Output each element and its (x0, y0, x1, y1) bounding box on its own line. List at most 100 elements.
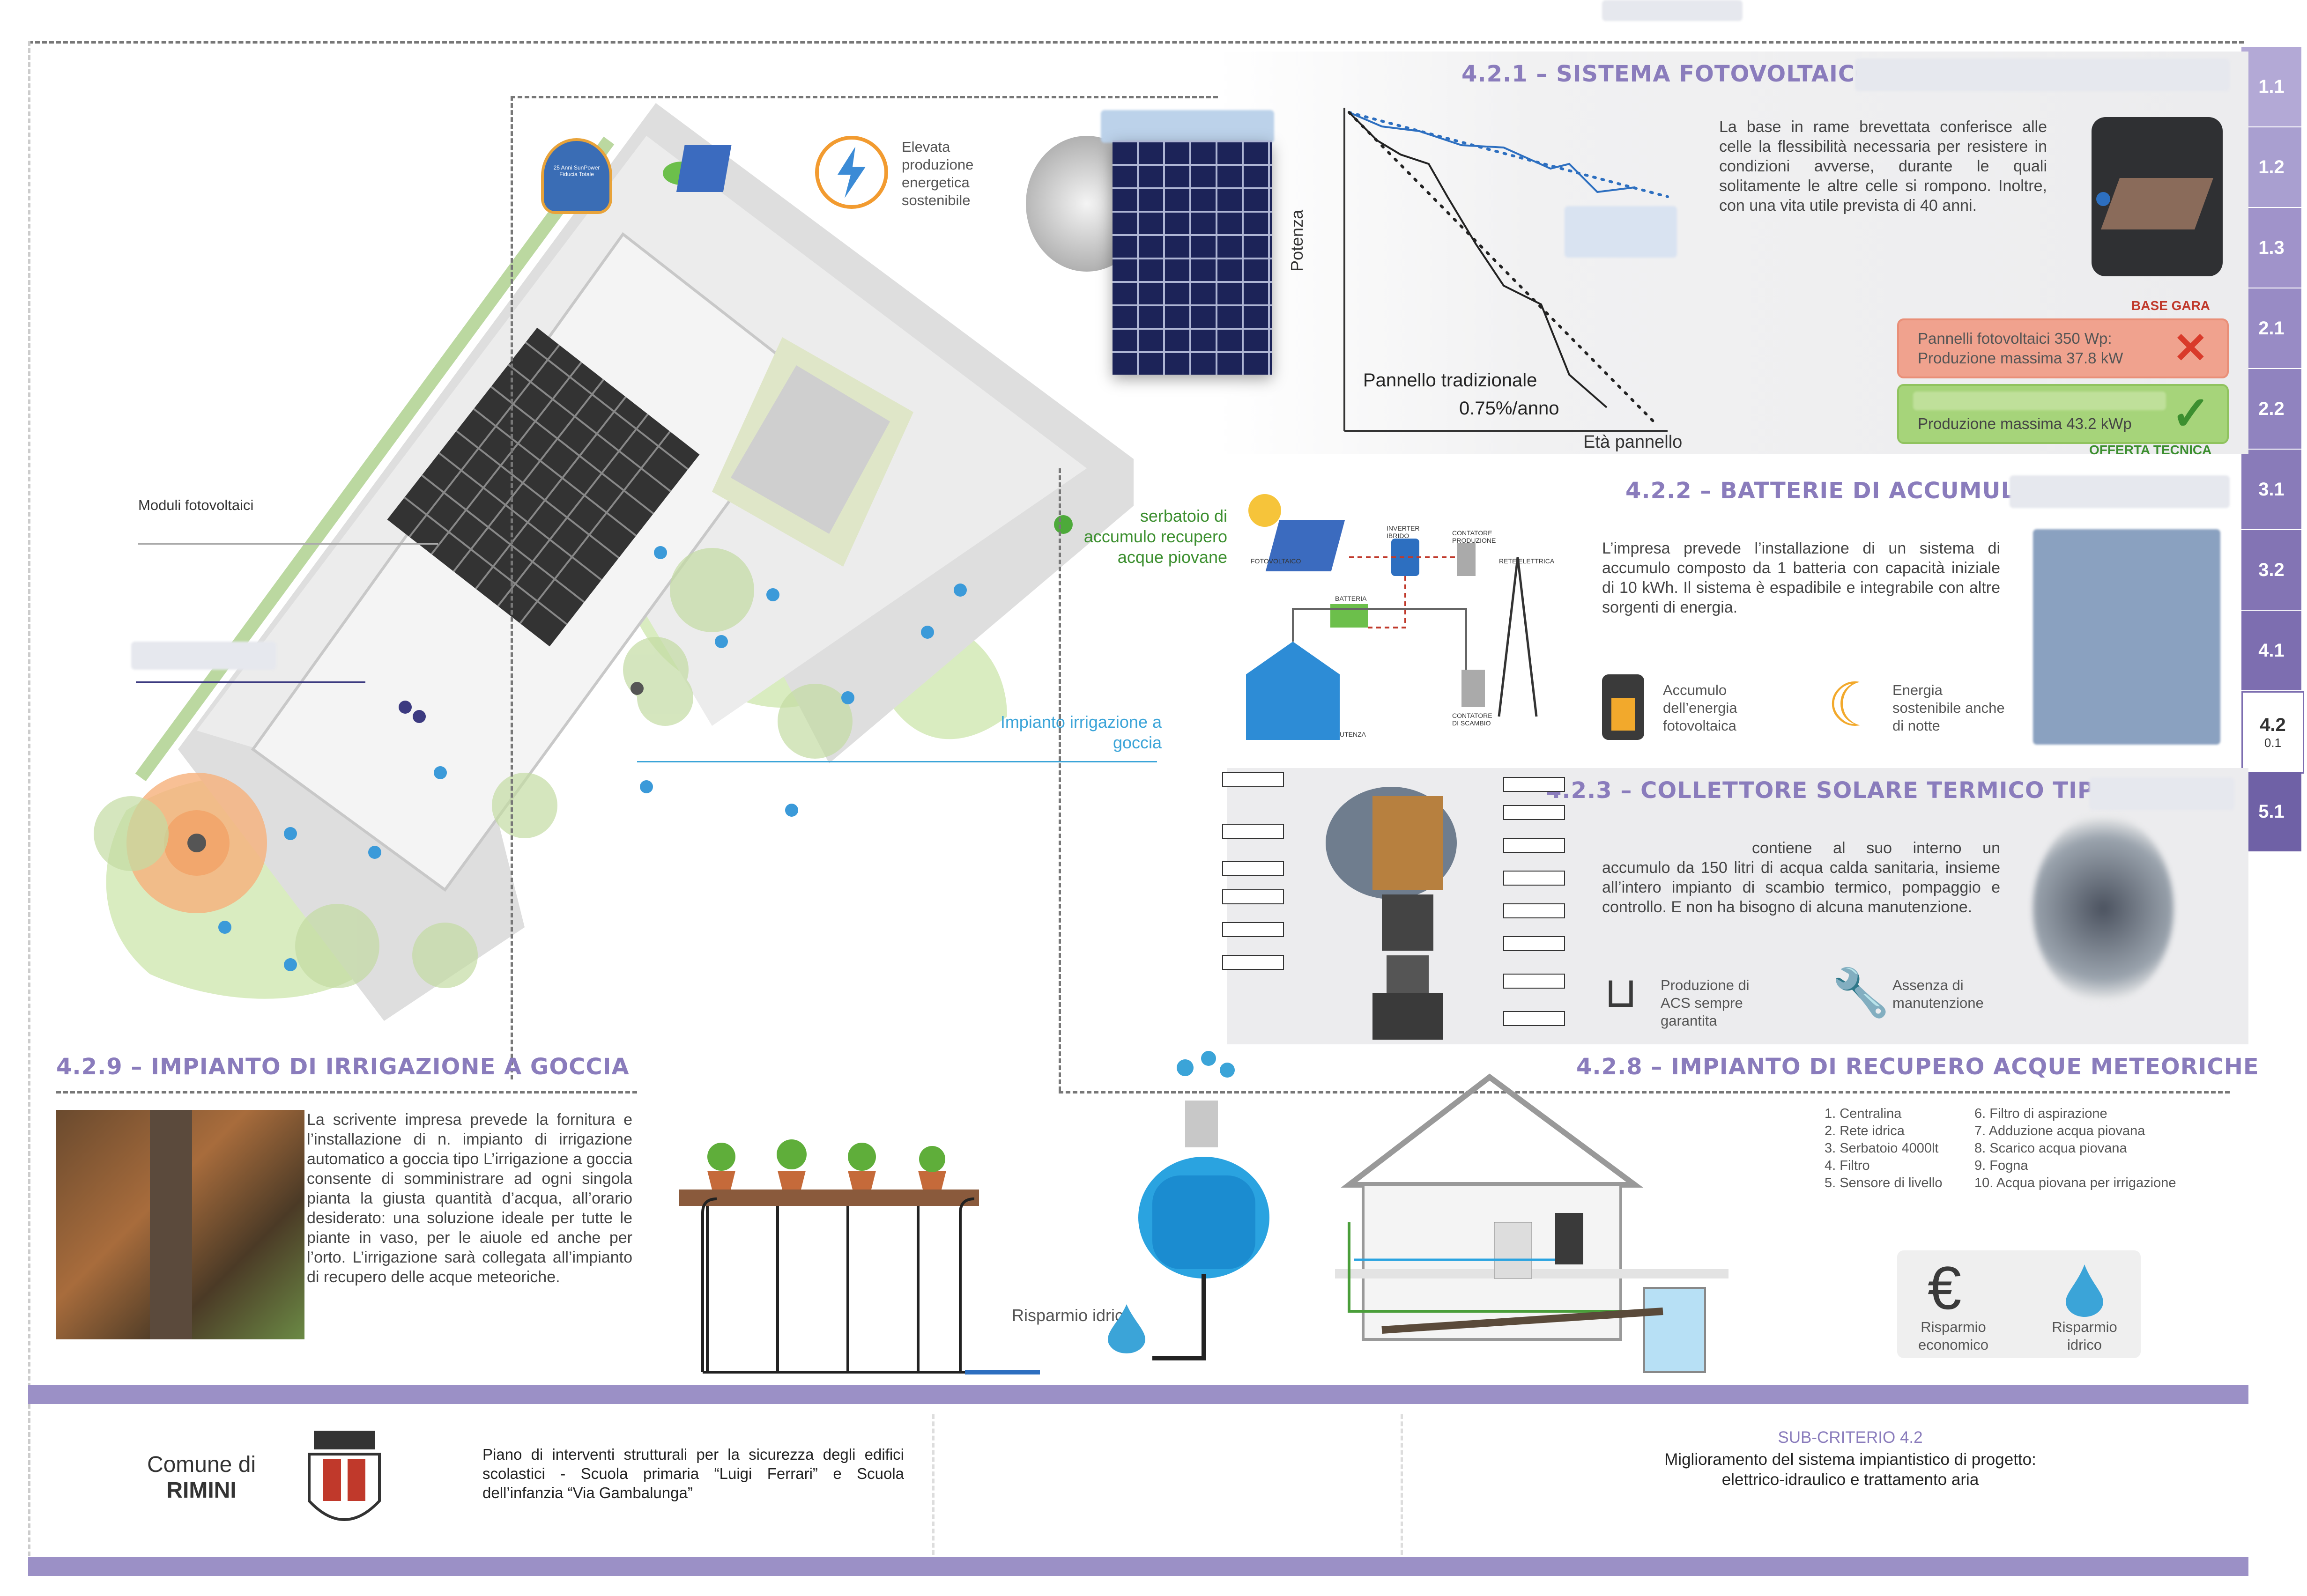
base-gara-label: BASE GARA (2131, 298, 2211, 313)
tab-4-2-active[interactable]: 4.2 0.1 (2241, 691, 2304, 774)
rain-tank-diagram (1138, 1051, 1269, 1360)
legend-item: 3. Serbatoio 4000lt (1825, 1141, 1939, 1156)
label-serbatoio: serbatoio di accumulo recupero acque pio… (1083, 506, 1227, 567)
title-423: 4.2.3 – COLLETTORE SOLARE TERMICO TIPO (1546, 777, 2114, 804)
tab-label: 2.2 (2258, 398, 2285, 419)
euro-icon: € (1928, 1254, 1962, 1322)
leader-blurred (136, 681, 365, 683)
title-421: 4.2.1 – SISTEMA FOTOVOLTAICO (1461, 61, 1875, 87)
drip-photo (56, 1110, 304, 1339)
tab-label: 1.2 (2258, 156, 2285, 177)
footer-piano: Piano di interventi strutturali per la s… (482, 1446, 904, 1501)
callout-box-top (511, 96, 1218, 98)
legend-item: 7. Adduzione acqua piovana (1974, 1123, 2145, 1138)
savings-box: € Risparmio economico Risparmio idrico (1897, 1250, 2141, 1358)
tab-label: 4.1 (2258, 640, 2285, 661)
diag-scambio-label: CONTATORE DI SCAMBIO (1452, 712, 1492, 727)
solar-panel-grid (1113, 140, 1272, 375)
footer-desc: Miglioramento del sistema impiantistico … (1664, 1450, 2036, 1489)
footer-sub-criterio: SUB-CRITERIO 4.2 (1778, 1428, 1923, 1447)
lightning-svg (838, 147, 866, 198)
label-irrigazione: Impianto irrigazione a goccia (1000, 712, 1162, 752)
leader-irrigazione (637, 761, 1157, 762)
drop-svg (1108, 1304, 1145, 1353)
base-gara-box: Pannelli fotovoltaici 350 Wp: Produzione … (1897, 318, 2229, 378)
drip-diagram (679, 1139, 1040, 1374)
battery-image-blur (2033, 529, 2220, 745)
diag-foto-label: FOTOVOLTAICO (1251, 557, 1301, 565)
diag-contatore-label: CONTATORE PRODUZIONE (1452, 529, 1496, 544)
text-423-blur (1602, 0, 1743, 21)
battery-diagram (1246, 494, 1538, 740)
tab-label: 3.1 (2258, 479, 2285, 500)
cross-icon: ✕ (2173, 325, 2208, 372)
tab-sublabel: 0.1 (2264, 736, 2282, 750)
battery-fill (1611, 698, 1635, 731)
moon-icon: ☾ (1827, 671, 1882, 739)
battery-icon (1602, 674, 1644, 740)
chart-x-label: Età pannello (1583, 432, 1683, 452)
tab-label: 4.2 (2260, 715, 2286, 735)
label-acs: Produzione di ACS sempre garantita (1661, 977, 1750, 1029)
marker-dot (2096, 192, 2110, 206)
diag-utenza-label: UTENZA (1340, 731, 1366, 738)
tab-label: 3.2 (2258, 559, 2285, 580)
footer-divider-1 (932, 1414, 935, 1555)
legend-item: 10. Acqua piovana per irrigazione (1974, 1175, 2176, 1190)
tab-label: 1.3 (2258, 237, 2285, 258)
title-428: 4.2.8 – IMPIANTO DI RECUPERO ACQUE METEO… (1576, 1054, 2259, 1080)
callout-box-left (511, 96, 513, 1079)
tab-1-3[interactable]: 1.3 (2241, 208, 2301, 288)
collector-diagram (1222, 772, 1565, 1040)
legend-list-2: 6. Filtro di aspirazione 7. Adduzione ac… (1974, 1105, 2176, 1192)
comune-line1: Comune di (147, 1452, 256, 1477)
chart-note-traditional: Pannello tradizionale (1363, 370, 1537, 391)
comune-label: Comune di RIMINI (131, 1452, 272, 1503)
tab-1-2[interactable]: 1.2 (2241, 127, 2301, 207)
copper-layer (2100, 178, 2214, 229)
legend-item: 1. Centralina (1825, 1106, 1902, 1121)
title-429: 4.2.9 – IMPIANTO DI IRRIGAZIONE A GOCCIA (56, 1054, 630, 1080)
legend-item: 6. Filtro di aspirazione (1974, 1106, 2107, 1121)
solar-leaf-svg (663, 145, 732, 192)
tab-3-1[interactable]: 3.1 (2241, 450, 2301, 529)
tab-3-2[interactable]: 3.2 (2241, 530, 2301, 610)
label-moduli: Moduli fotovoltaici (138, 497, 254, 513)
check-icon: ✓ (2171, 387, 2211, 440)
site-plan (94, 103, 1134, 1021)
tab-label: 1.1 (2258, 76, 2285, 97)
text-429: La scrivente impresa prevede la fornitur… (307, 1111, 632, 1286)
title-421-blur (1855, 59, 2230, 91)
tab-1-1[interactable]: 1.1 (2241, 47, 2301, 126)
tree-trunk (150, 1110, 192, 1339)
rainwater-house-diagram (1335, 1073, 1728, 1373)
legend-item: 5. Sensore di livello (1825, 1175, 1943, 1190)
comune-line2: RIMINI (166, 1478, 237, 1503)
tab-5-1[interactable]: 5.1 (2241, 772, 2301, 851)
text-422: L’impresa prevede l’installazione di un … (1602, 539, 2000, 616)
footer-bar-bottom (28, 1557, 2248, 1576)
chart-note-rate: 0.75%/anno (1459, 398, 1559, 419)
legend-item: 9. Fogna (1974, 1158, 2028, 1173)
offer-text: Produzione massima 43.2 kWp (1918, 415, 2132, 432)
tab-2-1[interactable]: 2.1 (2241, 288, 2301, 368)
label-risparmio-idrico-2: Risparmio idrico (2052, 1319, 2117, 1353)
tab-2-2[interactable]: 2.2 (2241, 369, 2301, 449)
diag-rete-label: RETE ELETTRICA (1499, 557, 1555, 565)
footer-divider-2 (1401, 1414, 1403, 1555)
legend-list-1: 1. Centralina 2. Rete idrica 3. Serbatoi… (1825, 1105, 1942, 1192)
title-423-blur (2089, 777, 2234, 810)
text-421: La base in rame brevettata conferisce al… (1719, 118, 2047, 214)
base-box-line1: Pannelli fotovoltaici 350 Wp: (1918, 330, 2112, 347)
water-drop-icon (2063, 1262, 2106, 1318)
tab-label: 2.1 (2258, 318, 2285, 339)
badge-text: 25 Anni SunPower Fiducia Totale (553, 164, 600, 177)
tab-4-1[interactable]: 4.1 (2241, 611, 2301, 690)
label-risparmio-idrico: Risparmio idrico (1012, 1306, 1133, 1325)
collector-image-blur (2033, 815, 2173, 1002)
legend-item: 2. Rete idrica (1825, 1123, 1905, 1138)
wrench-icon: 🔧 (1832, 967, 1890, 1019)
legend-item: 8. Scarico acqua piovana (1974, 1141, 2127, 1156)
crest-svg (308, 1431, 381, 1521)
tab-label: 5.1 (2258, 801, 2285, 822)
